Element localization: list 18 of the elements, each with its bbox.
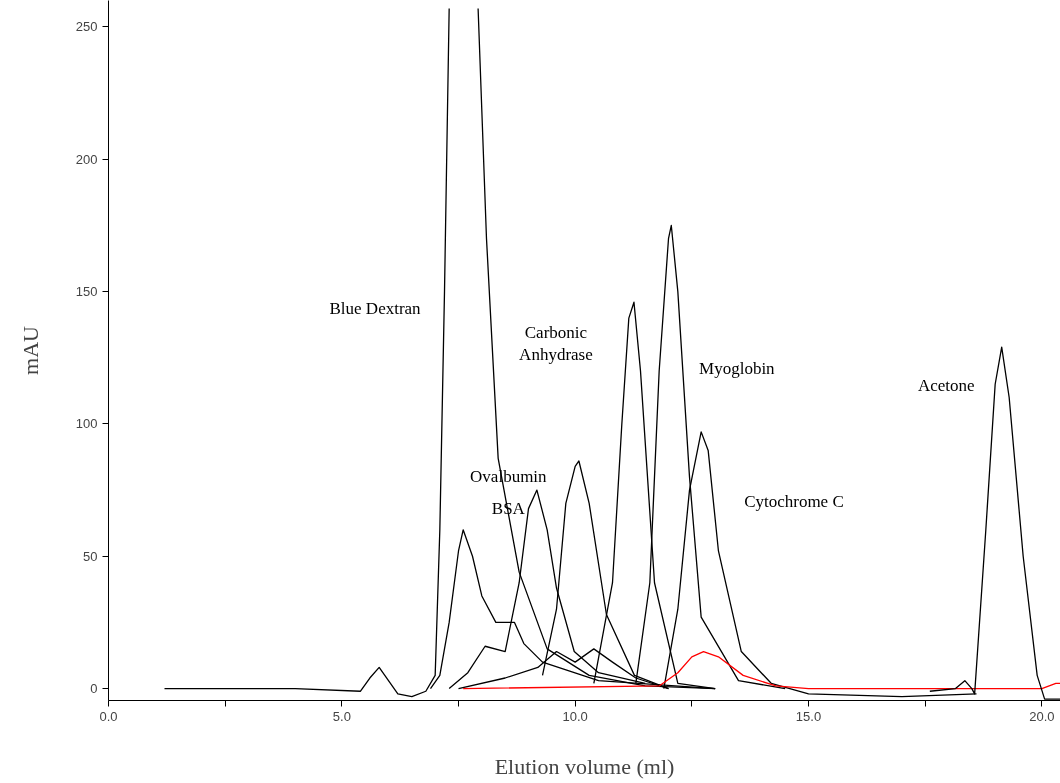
- annotation: Cytochrome C: [744, 491, 844, 511]
- annotation: Acetone: [917, 376, 975, 395]
- x-tick-label: 0.0: [99, 708, 118, 724]
- y-tick-label: 0: [90, 681, 98, 697]
- annotation: Blue Dextran: [329, 299, 422, 318]
- y-tick-label: 150: [75, 284, 98, 300]
- annotation: Carbonic Anhydrase: [519, 322, 593, 365]
- x-tick-label: 15.0: [795, 708, 822, 724]
- x-tick-label: 5.0: [332, 708, 351, 724]
- y-axis-title: mAU: [17, 325, 43, 375]
- x-tick-label: 10.0: [562, 708, 588, 724]
- y-tick-label: 250: [75, 19, 98, 35]
- annotation: Myoglobin: [699, 358, 776, 378]
- x-tick-label: 20.0: [1029, 708, 1055, 724]
- y-tick-label: 50: [83, 548, 98, 564]
- y-tick-label: 200: [75, 151, 98, 167]
- x-axis-title: Elution volume (ml): [494, 753, 675, 779]
- y-tick-label: 100: [75, 416, 98, 432]
